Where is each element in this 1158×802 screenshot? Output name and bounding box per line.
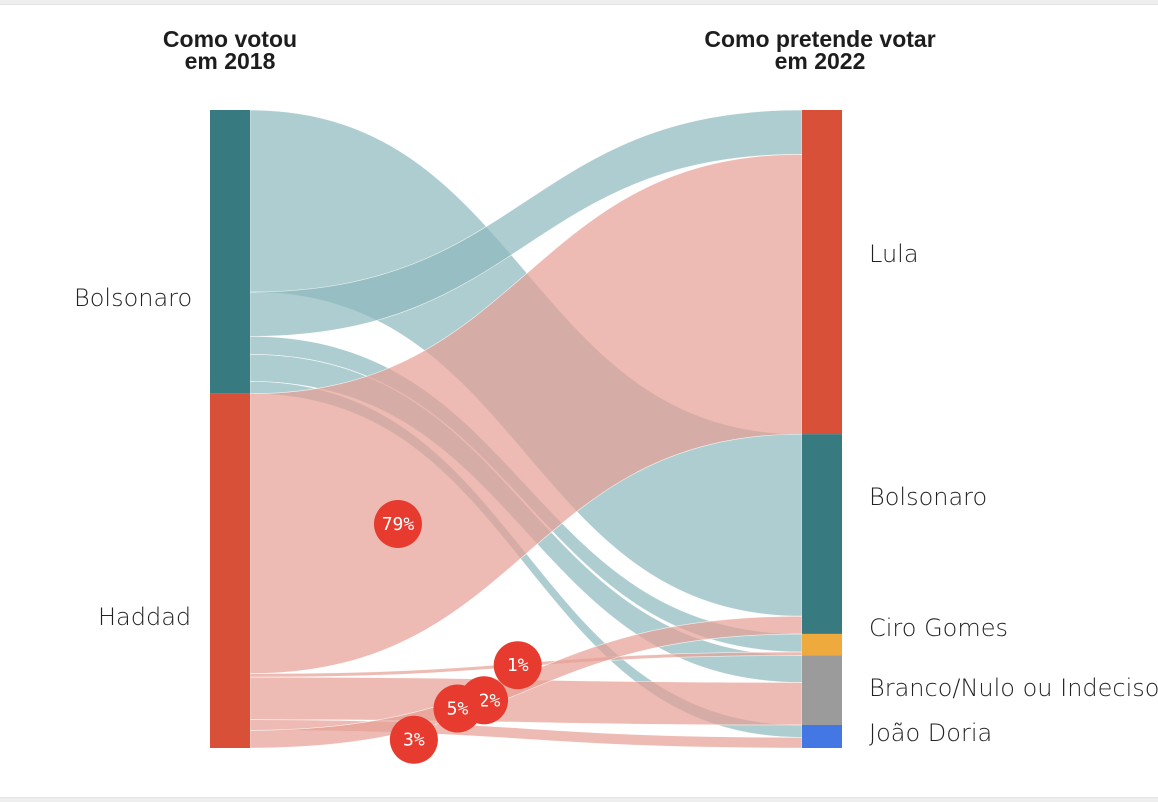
target-node-doria xyxy=(802,724,842,748)
right-title-line2: em 2022 xyxy=(774,48,866,74)
left-title-line2: em 2018 xyxy=(184,48,276,74)
badge-haddad18-ciro xyxy=(493,641,542,690)
flow-layer xyxy=(249,109,803,749)
target-label-joao-doria: João Doria xyxy=(869,719,993,747)
target-label-ciro-gomes: Ciro Gomes xyxy=(869,614,1009,642)
target-label-lula: Lula xyxy=(869,240,919,268)
target-node-lula xyxy=(802,110,842,435)
source-node-haddad18 xyxy=(210,393,250,748)
target-node-branco xyxy=(802,655,842,725)
badge-haddad18-lula xyxy=(373,500,422,549)
source-label-haddad: Haddad xyxy=(98,603,192,631)
source-node-bolsonaro18 xyxy=(210,110,250,394)
badge-label-haddad18-lula: 79% xyxy=(382,514,415,535)
target-label-bolsonaro: Bolsonaro xyxy=(869,483,988,511)
target-node-bolsonaro22 xyxy=(802,434,842,634)
badge-haddad18-bolsonaro22 xyxy=(433,684,482,733)
target-node-ciro xyxy=(802,633,842,656)
right-title-line1: Como pretende votar xyxy=(704,26,936,52)
badge-label-haddad18-bolsonaro22: 5% xyxy=(447,699,469,720)
right-column-title: Como pretende votar em 2022 xyxy=(680,26,960,74)
badge-label-haddad18-doria: 3% xyxy=(403,730,425,751)
left-column-title: Como votou em 2018 xyxy=(130,26,330,74)
badge-layer: 79%1%12%5%3% xyxy=(373,500,542,764)
badge-label-haddad18-ciro: 1% xyxy=(507,655,529,676)
node-layer xyxy=(210,110,842,748)
badge-haddad18-doria xyxy=(389,715,438,764)
source-label-bolsonaro: Bolsonaro xyxy=(74,284,193,312)
target-label-branco-nulo: Branco/Nulo ou Indeciso xyxy=(869,674,1158,702)
left-title-line1: Como votou xyxy=(162,26,298,52)
